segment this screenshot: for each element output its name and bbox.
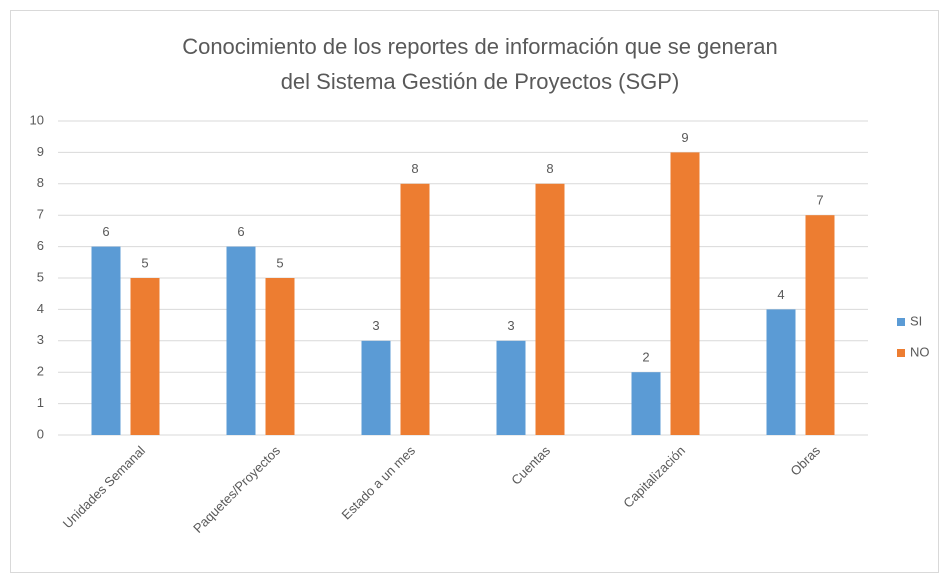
y-tick-label: 4 — [37, 301, 44, 316]
bar — [91, 246, 121, 435]
data-label: 5 — [141, 255, 148, 270]
y-tick-label: 3 — [37, 332, 44, 347]
data-label: 4 — [777, 287, 784, 302]
y-tick-label: 5 — [37, 269, 44, 284]
data-label: 9 — [681, 130, 688, 145]
data-label: 8 — [546, 161, 553, 176]
y-tick-label: 6 — [37, 238, 44, 253]
legend-label: SI — [910, 313, 922, 328]
bar — [631, 372, 661, 435]
data-label: 6 — [237, 224, 244, 239]
data-label: 8 — [411, 161, 418, 176]
bar — [535, 183, 565, 435]
y-tick-label: 2 — [37, 364, 44, 379]
legend-swatch — [897, 349, 905, 357]
chart-title: del Sistema Gestión de Proyectos (SGP) — [281, 69, 680, 94]
bar — [226, 246, 256, 435]
legend-label: NO — [910, 344, 930, 359]
bar — [400, 183, 430, 435]
data-label: 7 — [816, 193, 823, 208]
bar — [265, 278, 295, 435]
chart-border — [10, 10, 939, 573]
bar — [496, 340, 526, 435]
bar — [670, 152, 700, 435]
y-tick-label: 7 — [37, 207, 44, 222]
bar — [766, 309, 796, 435]
y-tick-label: 9 — [37, 144, 44, 159]
bar — [361, 340, 391, 435]
data-label: 6 — [102, 224, 109, 239]
data-label: 3 — [372, 318, 379, 333]
data-label: 3 — [507, 318, 514, 333]
bar — [805, 215, 835, 435]
y-tick-label: 0 — [37, 426, 44, 441]
y-tick-label: 1 — [37, 395, 44, 410]
y-tick-label: 10 — [30, 112, 44, 127]
bar — [130, 278, 160, 435]
data-label: 2 — [642, 350, 649, 365]
y-tick-label: 8 — [37, 175, 44, 190]
data-label: 5 — [276, 255, 283, 270]
chart-title: Conocimiento de los reportes de informac… — [182, 34, 778, 59]
legend-swatch — [897, 318, 905, 326]
